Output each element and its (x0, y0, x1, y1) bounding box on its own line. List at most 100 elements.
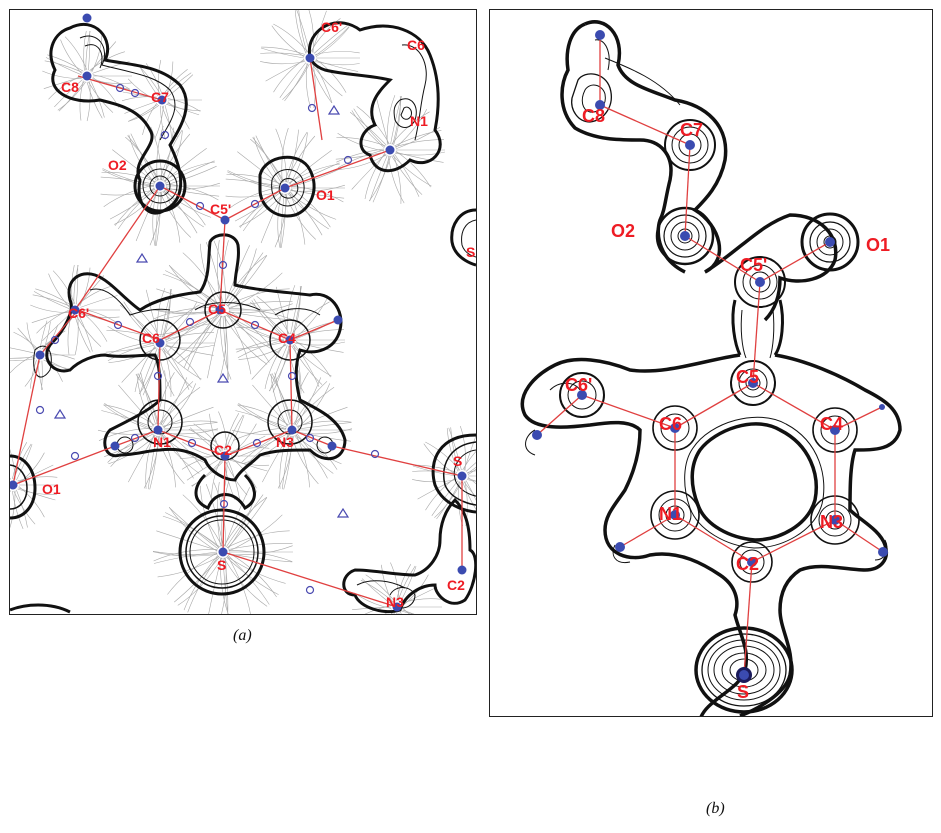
gradient-trajectory (312, 63, 316, 108)
label-n1-top: N1 (410, 113, 428, 129)
gradient-trajectory (297, 431, 351, 442)
gradient-trajectory (32, 294, 71, 307)
gradient-trajectory (44, 60, 83, 73)
gradient-trajectory (155, 191, 162, 246)
gradient-trajectory (222, 315, 230, 380)
label-b-c5p: C5' (740, 255, 767, 275)
density-contours (10, 21, 476, 614)
gradient-trajectory (395, 108, 428, 149)
gradient-trajectory (154, 105, 164, 140)
gradient-trajectory (290, 188, 331, 228)
gradient-trajectory (337, 133, 385, 152)
gradient-trajectory (104, 433, 154, 457)
gradient-trajectory (79, 313, 120, 318)
gradient-trajectory (394, 153, 420, 197)
gradient-trajectory (101, 171, 156, 183)
gradient-trajectory (186, 458, 220, 481)
gradient-trajectory (36, 309, 70, 334)
gradient-trajectory (279, 62, 307, 98)
gradient-trajectory (166, 103, 201, 111)
caption-a: (a) (233, 627, 252, 645)
gradient-trajectory (462, 481, 476, 510)
gradient-trajectory (264, 343, 286, 390)
gradient-trajectory (224, 557, 229, 614)
gradient-trajectory (106, 330, 156, 340)
gradient-trajectory (118, 384, 155, 426)
gradient-trajectory (163, 431, 217, 442)
gradient-trajectory (462, 450, 476, 471)
gradient-trajectory (159, 381, 194, 425)
label-c6p-top: C6' (321, 19, 342, 35)
gradient-trajectory (467, 468, 476, 476)
gradient-trajectory (10, 358, 36, 361)
gradient-trajectory (165, 186, 206, 226)
gradient-trajectory (305, 63, 311, 109)
gradient-trajectory (13, 490, 36, 525)
label-c8: C8 (61, 79, 79, 95)
gradient-trajectory (273, 58, 305, 93)
gradient-trajectory (448, 427, 462, 471)
gradient-trajectory (76, 265, 79, 305)
gradient-trajectory (467, 478, 476, 482)
gradient-trajectory (295, 341, 344, 353)
gradient-trajectory (92, 78, 130, 90)
label-b-o2: O2 (611, 221, 635, 241)
label-c5: C5 (208, 301, 226, 317)
gradient-trajectory (187, 555, 219, 613)
gradient-trajectory (393, 154, 402, 204)
gradient-trajectory (163, 383, 197, 429)
gradient-trajectory (289, 150, 332, 185)
gradient-trajectory (149, 191, 163, 246)
gradient-trajectory (163, 406, 214, 428)
gradient-trajectory (223, 497, 267, 547)
gradient-trajectory (174, 556, 221, 603)
atom-nuclei-b (532, 30, 888, 683)
gradient-trajectory (161, 304, 200, 338)
gradient-trajectory (227, 313, 252, 375)
gradient-trajectory (228, 272, 283, 310)
gradient-trajectory (260, 193, 283, 244)
gradient-trajectory (295, 434, 310, 488)
gradient-trajectory (288, 345, 305, 394)
gradient-trajectory (220, 315, 232, 380)
gradient-trajectory (220, 557, 229, 614)
gradient-trajectory (162, 127, 174, 181)
gradient-trajectory (163, 422, 218, 430)
gradient-trajectory (228, 186, 280, 209)
gradient-trajectory (315, 26, 350, 56)
gradient-trajectory (164, 105, 173, 139)
label-b-o1: O1 (866, 235, 890, 255)
gradient-trajectory (149, 435, 159, 490)
gradient-trajectory (156, 126, 164, 181)
gradient-trajectory (400, 566, 417, 603)
gradient-trajectory (237, 151, 281, 185)
label-c2: C2 (214, 442, 232, 458)
gradient-trajectory (162, 191, 204, 228)
gradient-trajectory (270, 373, 288, 427)
label-b-c8: C8 (582, 106, 605, 126)
label-b-c7: C7 (680, 120, 703, 140)
gradient-trajectory (135, 374, 159, 425)
gradient-trajectory (164, 323, 212, 340)
gradient-trajectory (364, 605, 392, 614)
gradient-trajectory (150, 126, 163, 181)
gradient-trajectory (139, 348, 158, 395)
gradient-trajectory (225, 178, 280, 187)
gradient-trajectory (253, 136, 280, 186)
gradient-trajectory (228, 415, 245, 452)
gradient-trajectory (224, 413, 240, 451)
gradient-trajectory (386, 95, 396, 145)
gradient-trajectory (402, 609, 415, 614)
gradient-trajectory (463, 481, 476, 498)
label-s: S (217, 557, 226, 573)
gradient-trajectory (165, 344, 216, 349)
gradient-trajectory (372, 155, 390, 203)
label-n3: N3 (276, 434, 294, 450)
gradient-trajectory (17, 476, 58, 482)
gradient-trajectory (255, 135, 282, 184)
label-b-c6: C6 (659, 414, 682, 434)
gradient-trajectory (80, 295, 118, 308)
gradient-trajectory (295, 434, 342, 465)
gradient-trajectory (388, 155, 405, 204)
gradient-trajectory (395, 151, 444, 163)
